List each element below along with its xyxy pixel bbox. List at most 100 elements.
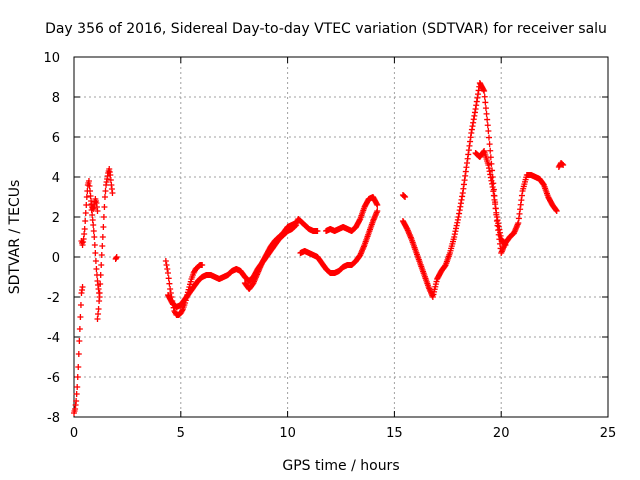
data-point: [90, 228, 97, 234]
data-point: [402, 194, 409, 200]
data-point: [485, 134, 492, 141]
gridlines: [74, 57, 608, 417]
data-point: [92, 258, 99, 264]
data-point: [314, 228, 321, 234]
series-sat-j: [323, 194, 381, 234]
x-axis-label: GPS time / hours: [282, 458, 399, 474]
y-tick-label: -8: [47, 411, 60, 426]
x-tick-label: 10: [279, 426, 296, 441]
x-tick-label: 20: [493, 426, 510, 441]
data-point: [82, 210, 89, 216]
data-point: [374, 202, 381, 208]
series-sat-a: [71, 284, 86, 416]
axis-ticks: 0 5 10 15 20 25 -8 -6 -4 -2 0 2 4 6 8 10: [43, 51, 616, 441]
data-point: [74, 374, 81, 380]
data-point: [101, 194, 108, 200]
data-point: [98, 252, 105, 258]
data-point: [96, 298, 103, 304]
series-sat-h: [241, 222, 300, 292]
data-point: [199, 262, 206, 268]
data-point: [102, 188, 109, 194]
data-point: [502, 242, 509, 248]
data-point: [81, 226, 88, 232]
series-sat-e: [112, 254, 120, 262]
data-point: [553, 208, 560, 214]
data-point: [73, 391, 80, 397]
data-point: [164, 270, 171, 276]
chart-title: Day 356 of 2016, Sidereal Day-to-day VTE…: [45, 21, 607, 37]
data-point: [483, 110, 490, 117]
data-point: [76, 338, 83, 344]
data-point: [94, 208, 101, 214]
series-sat-i: [297, 208, 381, 276]
x-tick-label: 0: [70, 426, 78, 441]
data-point: [485, 128, 492, 134]
data-point: [75, 351, 82, 357]
y-axis-label: SDTVAR / TECUs: [7, 180, 23, 295]
data-point: [187, 278, 194, 285]
y-tick-label: 4: [52, 171, 60, 186]
data-point: [481, 93, 488, 100]
data-point: [179, 307, 186, 314]
data-point: [92, 250, 99, 256]
y-tick-label: -4: [47, 331, 60, 346]
data-point: [560, 162, 567, 168]
data-point: [83, 194, 90, 200]
data-point: [76, 326, 83, 332]
data-point: [374, 208, 381, 214]
data-point: [99, 234, 106, 240]
data-point: [293, 222, 300, 228]
y-tick-label: -6: [47, 371, 60, 386]
data-point: [163, 262, 170, 268]
data-markers: [71, 80, 567, 416]
plot-frame: [73, 56, 609, 418]
data-point: [95, 306, 102, 312]
series-sat-f: [162, 258, 206, 318]
data-point: [97, 272, 104, 278]
data-point: [401, 193, 408, 200]
y-tick-label: 0: [52, 251, 60, 266]
x-tick-label: 15: [386, 426, 403, 441]
data-point: [167, 286, 174, 292]
data-point: [109, 190, 116, 196]
data-point: [559, 161, 566, 168]
series-sat-n: [555, 160, 567, 170]
data-point: [77, 302, 84, 308]
data-point: [100, 214, 107, 220]
data-point: [187, 281, 194, 288]
data-point: [484, 116, 491, 123]
data-point: [91, 242, 98, 248]
data-point: [482, 99, 489, 106]
data-point: [79, 284, 86, 290]
series-sat-m: [472, 148, 509, 248]
x-tick-label: 25: [600, 426, 617, 441]
data-point: [96, 290, 103, 296]
data-point: [482, 105, 489, 112]
data-point: [488, 160, 495, 167]
data-point: [93, 266, 100, 272]
data-point: [164, 266, 171, 272]
data-point: [99, 243, 106, 249]
data-point: [74, 384, 81, 390]
data-point: [75, 364, 82, 370]
data-point: [82, 218, 89, 224]
series-sat-g: [164, 216, 321, 310]
data-point: [97, 281, 104, 287]
data-point: [113, 254, 120, 260]
data-point: [98, 262, 105, 268]
data-point: [487, 147, 494, 154]
data-point: [162, 258, 169, 264]
data-point: [77, 314, 84, 320]
data-point: [486, 141, 493, 148]
data-point: [73, 398, 80, 404]
y-tick-label: -2: [47, 291, 60, 306]
data-point: [166, 280, 173, 287]
series-sat-d: [94, 166, 116, 322]
data-point: [484, 122, 491, 129]
y-tick-label: 10: [43, 51, 60, 66]
data-point: [400, 192, 407, 199]
y-tick-label: 8: [52, 91, 60, 106]
data-point: [90, 222, 97, 228]
data-point: [481, 88, 488, 94]
